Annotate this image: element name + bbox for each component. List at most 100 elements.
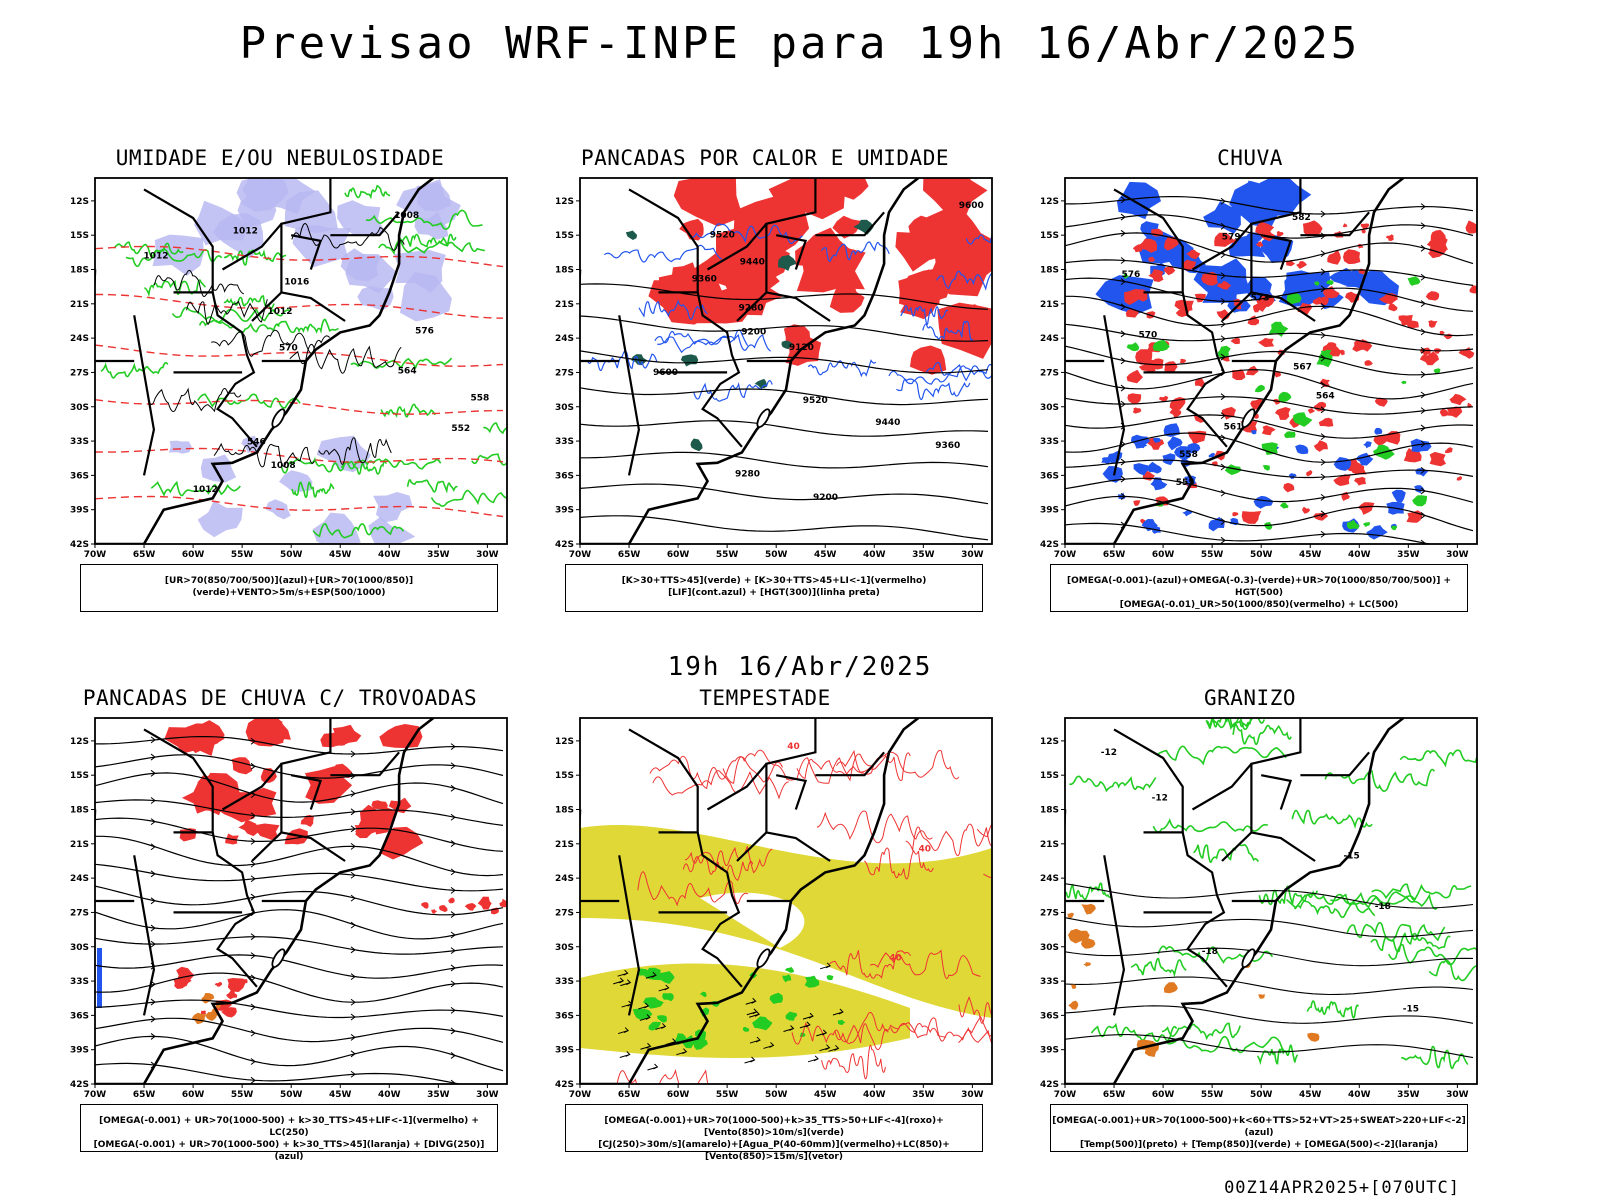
rain-fill-green <box>1373 444 1390 459</box>
streamline-arrow <box>1320 406 1326 414</box>
y-tick-label: 21S <box>1040 840 1059 850</box>
wind-fill-green <box>632 1008 653 1020</box>
border-line <box>1103 315 1126 476</box>
map-granizo: -12 -12 -15 -18 -18 -15 70W 65W 60W 55W 50W 45W 40W 3… <box>1040 717 1478 1100</box>
rain-fill-red <box>1232 369 1246 381</box>
thickness-contour-red <box>95 495 504 518</box>
y-tick-label: 39S <box>555 506 574 516</box>
map-layer: 9600952094409360928092009120960095209440… <box>580 178 992 544</box>
temp850-contour <box>1232 723 1292 746</box>
temp850-contour <box>1156 745 1287 766</box>
y-tick-label: 33S <box>70 437 89 447</box>
water-contour-red <box>791 1021 889 1051</box>
streamline <box>95 863 504 892</box>
x-tick-label: 55W <box>716 1090 739 1100</box>
humidity-fill-blue <box>241 435 264 453</box>
humidity-contour-green <box>365 209 483 230</box>
rain-fill-red <box>1126 369 1143 384</box>
storm-fill-red <box>179 828 196 842</box>
streamline-arrow <box>1320 381 1326 389</box>
streamline-arrow <box>250 933 256 941</box>
border-line <box>1300 211 1370 237</box>
storm-fill-red <box>214 981 222 987</box>
humidity-contour-green <box>483 422 507 435</box>
water-contour-red <box>652 770 789 800</box>
streamline-arrow <box>150 736 156 744</box>
y-tick-label: 36S <box>1040 1011 1059 1021</box>
streamline-arrow <box>150 797 156 804</box>
pressure-contour <box>186 299 268 325</box>
map-frame <box>94 177 508 545</box>
streamline <box>1065 396 1474 415</box>
legend-line: [CJ(250)>30m/s](amarelo)+[Agua_P(40-60mm… <box>598 1140 950 1162</box>
x-tick-label: 55W <box>1201 550 1224 560</box>
contour-label: 9600 <box>959 201 984 211</box>
legend-line: [K>30+TTS>45](verde) + [K>30+TTS>45+LI<-… <box>621 576 927 586</box>
panel-title: PANCADAS DE CHUVA C/ TROVOADAS <box>82 686 478 710</box>
x-tick-label: 45W <box>329 550 352 560</box>
streamline-arrow <box>1320 473 1326 481</box>
storm-fill-red <box>431 909 438 914</box>
x-tick-label: 40W <box>863 550 886 560</box>
wind-fill-green <box>643 967 662 981</box>
streamline-arrow <box>350 1013 356 1021</box>
rain-fill-red <box>1230 337 1240 345</box>
streamline <box>95 999 504 1019</box>
x-tick-label: 60W <box>1152 550 1175 560</box>
contour-label: 1012 <box>233 226 258 236</box>
legend-line: [OMEGA(-0.001) + UR>70(1000-500) + k>30_… <box>99 1116 479 1138</box>
contour-label: 552 <box>451 424 470 434</box>
streamline-arrow <box>150 769 156 777</box>
y-tick-label: 36S <box>70 1011 89 1021</box>
border-line <box>815 751 885 777</box>
storm-fill-red <box>231 757 253 775</box>
height-contour <box>580 420 989 437</box>
x-tick-label: 65W <box>1103 1090 1126 1100</box>
coastline <box>95 718 435 1084</box>
rain-fill-red <box>1364 360 1373 366</box>
border-line <box>696 832 743 988</box>
border-line <box>290 774 323 810</box>
lifted-index-contour <box>922 320 973 342</box>
rain-fill-red <box>1428 320 1438 328</box>
rain-fill-blue <box>1116 181 1161 220</box>
streamline-arrow <box>1420 407 1426 414</box>
contour-label: 9280 <box>735 470 760 480</box>
legend-line: [OMEGA(-0.001)-(azul)+OMEGA(-0.3)-(verde… <box>1066 576 1452 598</box>
legend-line: [OMEGA(-0.001) + UR>70(1000-500) + k>30_… <box>93 1140 485 1162</box>
storm-fill-red <box>300 814 314 827</box>
rain-fill-blue <box>1162 453 1176 466</box>
streamline-arrow <box>1120 400 1126 408</box>
streamline-arrow <box>1420 512 1426 519</box>
contour-label: -12 <box>1152 793 1168 803</box>
contour-label: 9360 <box>692 275 717 285</box>
temp850-contour <box>1152 818 1269 833</box>
legend-box: [OMEGA(-0.001)+UR>70(1000-500)+k>35_TTS>… <box>565 1104 983 1162</box>
rain-fill-blue <box>1328 267 1353 286</box>
lagoon <box>756 408 771 428</box>
humidity-contour-green <box>100 361 169 379</box>
streamline <box>1065 369 1474 400</box>
rain-fill-red <box>1148 269 1164 282</box>
humidity-fill-blue <box>337 200 385 236</box>
streamline-arrow <box>1220 489 1226 497</box>
panel-title: UMIDADE E/OU NEBULOSIDADE <box>115 146 445 170</box>
temp850-contour <box>1388 943 1477 966</box>
streamline-arrow <box>1220 518 1226 525</box>
panel-title: CHUVA <box>1217 146 1283 170</box>
lifted-index-contour <box>587 350 658 372</box>
x-tick-label: 65W <box>1103 550 1126 560</box>
contour-label: 573 <box>1251 293 1270 303</box>
y-tick-label: 18S <box>70 266 89 276</box>
temp850-contour <box>1401 1045 1469 1070</box>
streamline <box>1065 323 1474 352</box>
wind-vector <box>746 1008 758 1016</box>
omega-fill-orange <box>1083 962 1091 967</box>
rain-fill-red <box>1214 232 1235 247</box>
x-tick-label: 70W <box>1054 550 1077 560</box>
map-layer: 40 40 40 <box>580 718 992 1084</box>
y-tick-label: 27S <box>70 908 89 918</box>
streamline <box>95 772 504 805</box>
contour-label: 9200 <box>813 493 838 503</box>
x-tick-label: 40W <box>863 1090 886 1100</box>
